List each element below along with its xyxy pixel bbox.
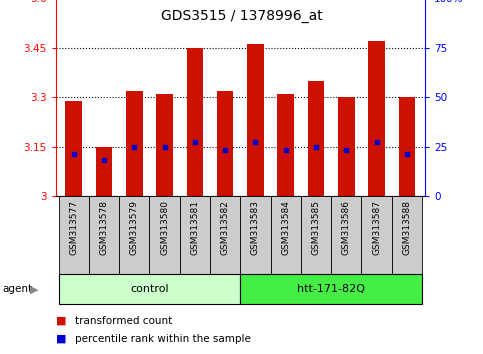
Text: percentile rank within the sample: percentile rank within the sample — [75, 334, 251, 344]
Bar — [217, 91, 233, 196]
Text: GSM313585: GSM313585 — [312, 200, 321, 255]
Bar — [89, 196, 119, 274]
Bar — [241, 274, 422, 304]
Text: GSM313586: GSM313586 — [342, 200, 351, 255]
Bar — [65, 101, 82, 196]
Bar — [58, 196, 89, 274]
Bar — [338, 97, 355, 196]
Bar — [119, 196, 149, 274]
Bar — [361, 196, 392, 274]
Bar — [180, 196, 210, 274]
Bar — [308, 81, 325, 196]
Bar — [270, 196, 301, 274]
Text: agent: agent — [2, 284, 32, 295]
Bar — [96, 147, 113, 196]
Text: GSM313578: GSM313578 — [99, 200, 109, 255]
Text: control: control — [130, 284, 169, 295]
Bar — [277, 94, 294, 196]
Bar — [331, 196, 361, 274]
Text: ▶: ▶ — [30, 284, 39, 295]
Text: htt-171-82Q: htt-171-82Q — [297, 284, 365, 295]
Bar — [58, 274, 241, 304]
Text: GSM313588: GSM313588 — [402, 200, 412, 255]
Text: GSM313579: GSM313579 — [130, 200, 139, 255]
Text: ■: ■ — [56, 334, 66, 344]
Bar — [186, 48, 203, 196]
Bar — [301, 196, 331, 274]
Text: GSM313587: GSM313587 — [372, 200, 381, 255]
Bar — [149, 196, 180, 274]
Text: GSM313577: GSM313577 — [69, 200, 78, 255]
Text: GSM313582: GSM313582 — [221, 200, 229, 255]
Bar — [398, 97, 415, 196]
Text: GSM313584: GSM313584 — [281, 200, 290, 255]
Text: transformed count: transformed count — [75, 315, 172, 326]
Bar — [368, 41, 385, 196]
Bar — [210, 196, 241, 274]
Bar — [247, 45, 264, 196]
Bar — [156, 94, 173, 196]
Text: GDS3515 / 1378996_at: GDS3515 / 1378996_at — [161, 9, 322, 23]
Bar — [126, 91, 142, 196]
Text: GSM313583: GSM313583 — [251, 200, 260, 255]
Bar — [241, 196, 270, 274]
Bar — [392, 196, 422, 274]
Text: GSM313580: GSM313580 — [160, 200, 169, 255]
Text: GSM313581: GSM313581 — [190, 200, 199, 255]
Text: ■: ■ — [56, 315, 66, 326]
